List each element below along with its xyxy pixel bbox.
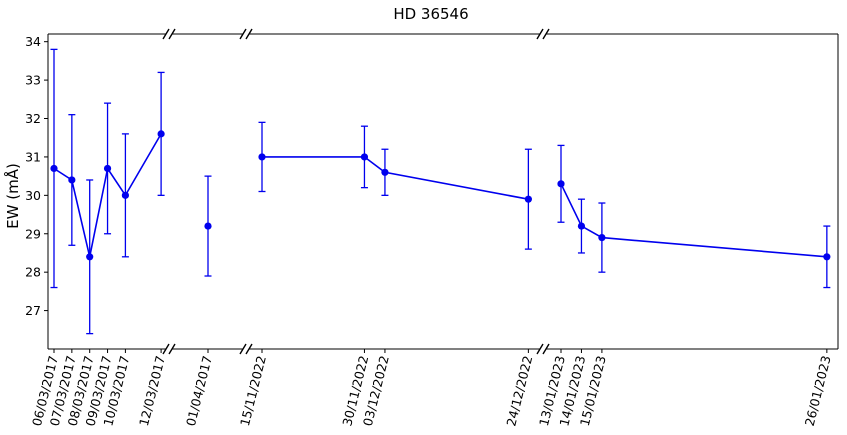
axis-break-mark	[168, 343, 176, 355]
data-point	[121, 191, 129, 199]
series-line	[262, 156, 529, 200]
x-tick-label: 01/04/2017	[183, 354, 215, 428]
x-tick-label: 12/03/2017	[136, 354, 168, 428]
data-point	[524, 195, 532, 203]
y-axis-ticks: 27 28 29 30 31 32 33 34	[25, 34, 48, 318]
x-tick-label: 15/11/2022	[237, 354, 269, 428]
y-tick-label: 29	[25, 226, 41, 241]
data-point	[50, 164, 58, 173]
data-point	[598, 233, 606, 242]
y-tick-label: 31	[25, 149, 41, 164]
y-tick-label: 34	[25, 34, 41, 49]
data-point	[360, 153, 369, 161]
axis-break-mark	[168, 28, 176, 40]
chart-title: HD 36546	[393, 5, 468, 23]
data-layer	[50, 48, 831, 335]
axis-breaks	[162, 28, 550, 355]
x-tick-label: 26/01/2023	[802, 354, 834, 428]
y-tick-label: 30	[25, 188, 41, 203]
y-axis-label: EW (mÅ)	[3, 163, 22, 229]
data-point	[823, 253, 831, 261]
axis-break-mark	[162, 343, 170, 355]
data-point	[258, 153, 266, 161]
data-point	[557, 180, 565, 188]
axis-break-mark	[162, 28, 170, 40]
axis-break-mark	[542, 28, 550, 40]
data-point	[157, 130, 165, 138]
data-point	[204, 222, 212, 230]
series-line	[560, 183, 827, 258]
axis-break-mark	[245, 343, 253, 355]
y-tick-label: 32	[25, 111, 41, 126]
axis-break-mark	[239, 343, 247, 355]
data-point	[577, 222, 586, 230]
axis-break-mark	[536, 343, 544, 355]
y-tick-label: 28	[25, 265, 41, 280]
plot-area	[47, 33, 839, 350]
axis-break-mark	[536, 28, 544, 40]
x-tick-label: 24/12/2022	[503, 354, 535, 428]
y-tick-label: 27	[25, 303, 41, 318]
data-point	[68, 176, 76, 184]
y-tick-label: 33	[25, 73, 41, 88]
data-point	[86, 253, 94, 261]
data-point	[103, 164, 112, 173]
axis-break-mark	[239, 28, 247, 40]
x-axis-ticks: 06/03/201707/03/201708/03/201709/03/2017…	[29, 349, 834, 428]
axis-break-mark	[542, 343, 550, 355]
data-point	[381, 168, 389, 176]
axis-break-mark	[245, 28, 253, 40]
